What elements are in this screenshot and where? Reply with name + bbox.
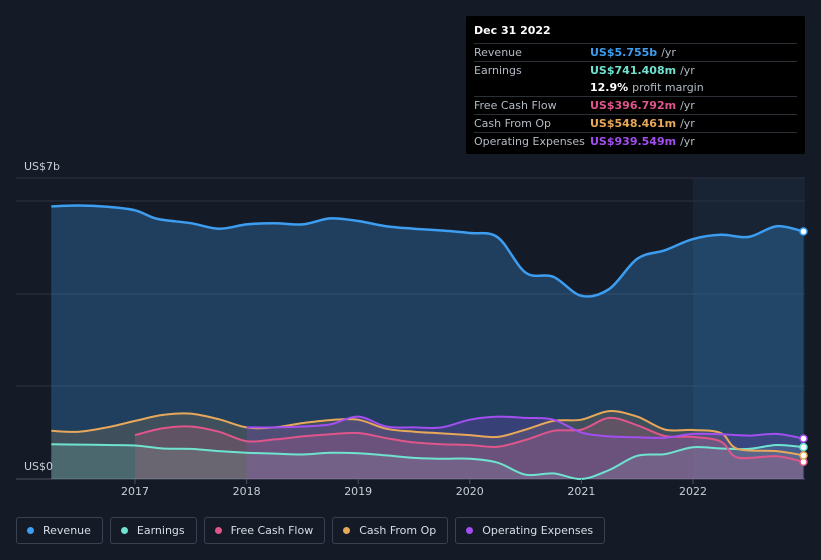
area-operating-expenses (246, 416, 804, 479)
tooltip-unit: /yr (680, 135, 695, 148)
tooltip-label: Cash From Op (474, 117, 552, 130)
line-revenue (51, 204, 804, 298)
tooltip-unit: /yr (680, 64, 695, 77)
endpoint-cash-from-op (799, 451, 808, 460)
x-tick-label: 2019 (344, 485, 372, 498)
tooltip-value: US$5.755b (590, 46, 658, 59)
tooltip-row-profit-margin: 12.9% profit margin (474, 79, 797, 96)
line-cash-from-op (51, 410, 804, 457)
legend-item-free-cash-flow[interactable]: Free Cash Flow (203, 517, 326, 544)
x-tick-label: 2020 (456, 485, 484, 498)
legend-label: Free Cash Flow (230, 524, 314, 537)
legend-dot-icon (343, 527, 351, 534)
tooltip-unit: /yr (661, 46, 676, 59)
tooltip-date: Dec 31 2022 (474, 24, 551, 37)
x-tick-label: 2021 (567, 485, 595, 498)
tooltip-label: Earnings (474, 64, 522, 77)
tooltip-row-free-cash-flow: Free Cash Flow US$396.792m /yr (474, 96, 797, 114)
series-areas (51, 205, 804, 480)
tooltip-row-revenue: Revenue US$5.755b /yr (474, 43, 797, 61)
tooltip-value: US$396.792m (590, 99, 677, 112)
line-free-cash-flow (134, 416, 804, 463)
endpoint-operating-expenses (799, 434, 808, 443)
x-tick-label: 2017 (121, 485, 149, 498)
endpoint-earnings (799, 442, 808, 452)
y-tick-top: US$7b (24, 160, 60, 173)
legend-item-operating-expenses[interactable]: Operating Expenses (455, 517, 606, 544)
tooltip-unit: profit margin (632, 81, 704, 94)
tooltip-unit: /yr (680, 99, 695, 112)
tooltip: Dec 31 2022 Revenue US$5.755b /yr Earnin… (466, 16, 805, 154)
tooltip-label: Revenue (474, 46, 522, 59)
legend-label: Cash From Op (359, 524, 437, 537)
legend: Revenue Earnings Free Cash Flow Cash Fro… (16, 517, 606, 546)
series-lines (51, 204, 804, 481)
tooltip-value: US$548.461m (590, 117, 677, 130)
legend-item-earnings[interactable]: Earnings (109, 517, 197, 544)
line-operating-expenses (246, 415, 804, 440)
legend-dot-icon (466, 527, 474, 534)
tooltip-row-earnings: Earnings US$741.408m /yr (474, 61, 797, 79)
tooltip-label: Operating Expenses (474, 135, 585, 148)
series-endpoints (799, 227, 808, 467)
tooltip-row-operating-expenses: Operating Expenses US$939.549m /yr (474, 132, 797, 150)
x-axis-ticks: 2017 2018 2019 2020 2021 2022 (121, 479, 707, 498)
legend-label: Earnings (136, 524, 185, 537)
y-tick-bottom: US$0 (24, 460, 53, 473)
tooltip-unit: /yr (680, 117, 695, 130)
gridlines (16, 177, 805, 480)
line-earnings (51, 443, 804, 481)
area-cash-from-op (51, 411, 804, 479)
tooltip-value: US$741.408m (590, 64, 677, 77)
endpoint-revenue (799, 227, 808, 236)
x-tick-label: 2018 (233, 485, 261, 498)
tooltip-value: US$939.549m (590, 135, 677, 148)
tooltip-row-cash-from-op: Cash From Op US$548.461m /yr (474, 114, 797, 132)
tooltip-label: Free Cash Flow (474, 99, 557, 112)
legend-dot-icon (120, 527, 128, 534)
x-tick-label: 2022 (679, 485, 707, 498)
chart: US$7b US$0 2017 2018 2019 2020 2021 2022 (16, 160, 808, 498)
area-free-cash-flow (135, 417, 804, 479)
tooltip-value: 12.9% (590, 81, 629, 94)
legend-dot-icon (27, 527, 34, 534)
legend-item-cash-from-op[interactable]: Cash From Op (332, 517, 449, 544)
legend-item-revenue[interactable]: Revenue (16, 517, 103, 544)
legend-dot-icon (214, 527, 222, 534)
legend-label: Revenue (43, 524, 91, 537)
legend-label: Operating Expenses (482, 524, 594, 537)
